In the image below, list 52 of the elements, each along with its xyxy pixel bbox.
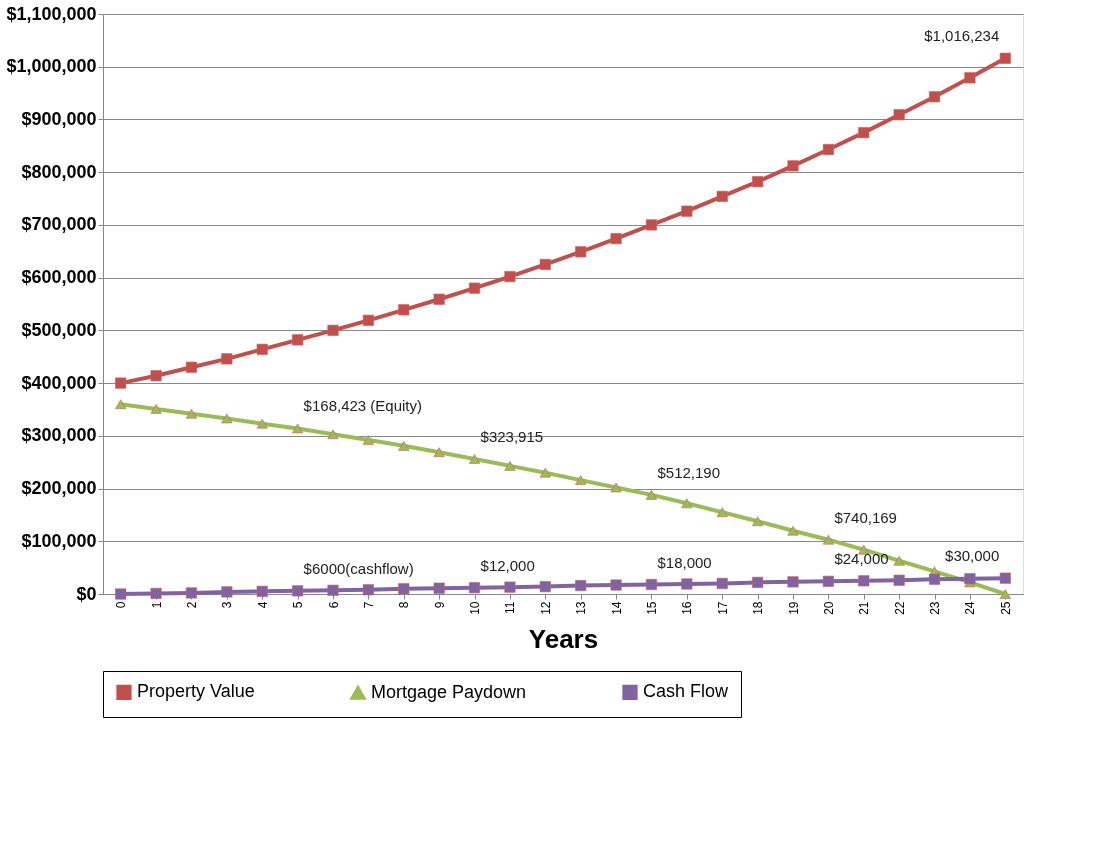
x-tick-label: 16 xyxy=(680,601,695,615)
annotation: $168,423 (Equity) xyxy=(303,397,423,415)
y-tick-label: $700,000 xyxy=(21,214,97,235)
y-tick-label: $900,000 xyxy=(21,108,97,129)
legend-label: Cash Flow xyxy=(643,681,730,702)
annotation: $6000(cashflow) xyxy=(303,559,414,577)
legend-label: Mortgage Paydown xyxy=(371,681,527,702)
annotation: $323,915 xyxy=(480,428,544,446)
x-tick-label: 8 xyxy=(397,601,412,609)
annotation: $512,190 xyxy=(657,463,721,481)
y-tick-label: $300,000 xyxy=(21,425,97,446)
y-tick-label: $200,000 xyxy=(21,478,97,499)
x-axis-title: Years xyxy=(528,623,599,654)
x-tick-label: 2 xyxy=(184,601,199,609)
x-tick-label: 19 xyxy=(786,601,801,615)
y-tick-label: $600,000 xyxy=(21,267,97,288)
x-tick-label: 11 xyxy=(503,601,518,614)
annotation: $24,000 xyxy=(834,550,889,568)
x-tick-label: 5 xyxy=(291,601,306,609)
y-tick-label: $100,000 xyxy=(21,530,97,551)
x-tick-label: 15 xyxy=(644,601,659,615)
x-tick-label: 23 xyxy=(928,601,943,615)
x-tick-label: 20 xyxy=(821,601,836,615)
x-tick-label: 13 xyxy=(574,601,589,615)
x-tick-label: 7 xyxy=(361,601,376,609)
x-tick-label: 0 xyxy=(114,601,129,609)
legend-label: Property Value xyxy=(137,681,255,702)
annotation: $740,169 xyxy=(834,508,897,526)
y-tick-label: $500,000 xyxy=(21,319,97,340)
x-tick-label: 14 xyxy=(609,601,624,615)
x-tick-label: 18 xyxy=(751,601,766,615)
x-tick-label: 22 xyxy=(892,601,907,615)
y-tick-label: $1,000,000 xyxy=(6,56,97,77)
x-tick-label: 1 xyxy=(149,601,164,609)
x-tick-label: 25 xyxy=(998,601,1013,615)
y-tick-label: $0 xyxy=(76,583,97,604)
x-tick-label: 6 xyxy=(326,601,341,609)
y-tick-label: $1,100,000 xyxy=(6,3,97,24)
annotation: $1,016,234 xyxy=(924,27,1000,45)
x-tick-label: 12 xyxy=(538,601,553,615)
x-tick-label: 24 xyxy=(963,601,978,615)
annotation: $18,000 xyxy=(657,553,712,571)
y-tick-label: $800,000 xyxy=(21,161,97,182)
x-tick-label: 9 xyxy=(432,601,447,609)
annotation: $12,000 xyxy=(480,556,535,574)
x-tick-label: 10 xyxy=(468,601,483,615)
x-tick-label: 3 xyxy=(220,601,235,609)
annotation: $30,000 xyxy=(945,547,1000,565)
x-tick-label: 21 xyxy=(857,601,872,615)
x-tick-label: 4 xyxy=(255,601,270,609)
x-tick-label: 17 xyxy=(715,601,730,615)
y-tick-label: $400,000 xyxy=(21,372,97,393)
